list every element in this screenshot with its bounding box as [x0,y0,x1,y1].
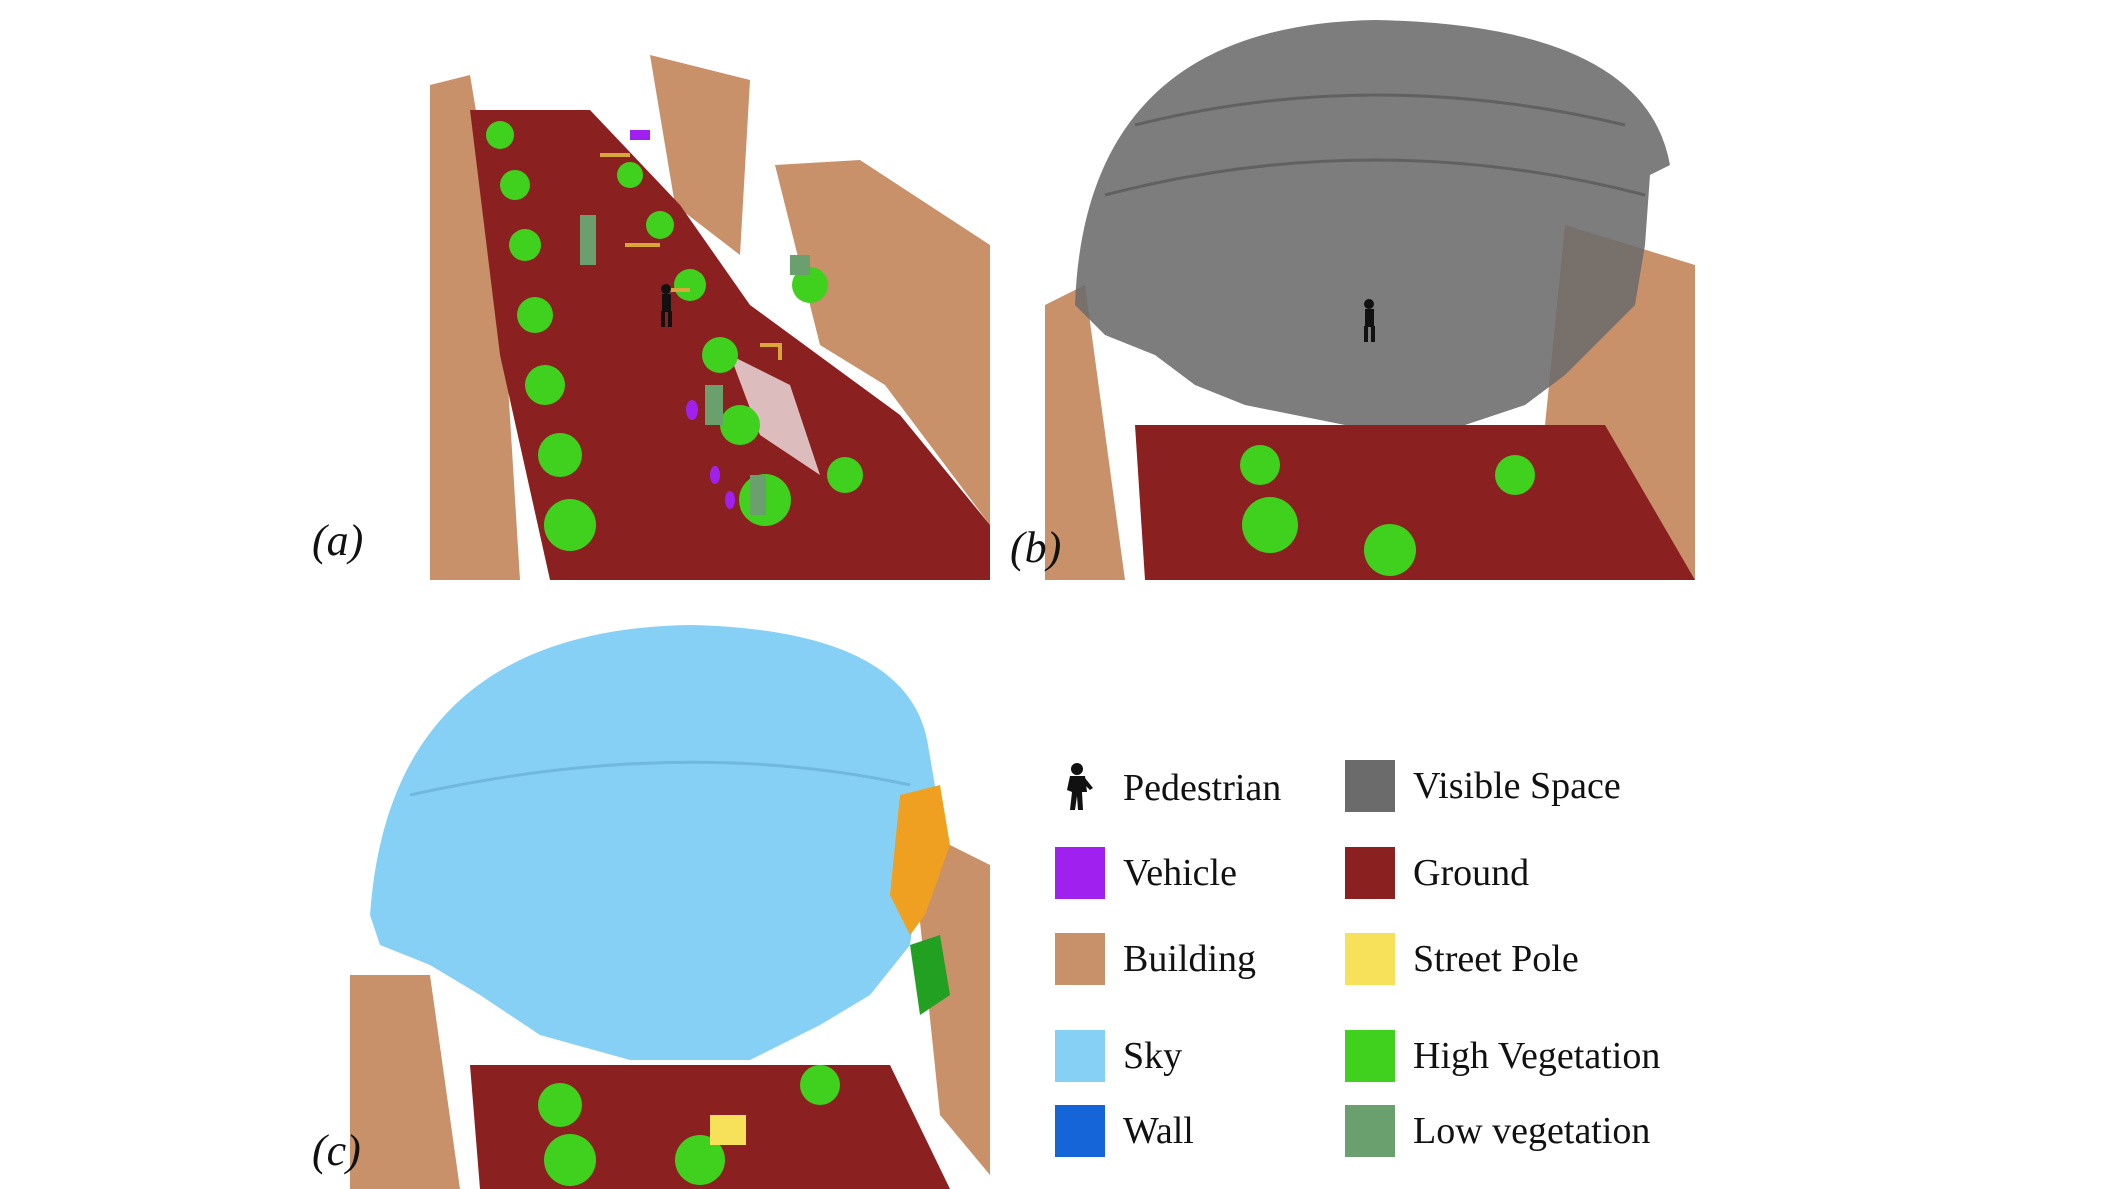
high-vegetation-swatch [1345,1030,1395,1082]
legend-label-street-pole: Street Pole [1413,938,1579,980]
legend-item-visible-space: Visible Space [1345,760,1621,812]
legend-label-visible-space: Visible Space [1413,765,1621,807]
legend-item-high-vegetation: High Vegetation [1345,1030,1660,1082]
wall-swatch [1055,1105,1105,1157]
legend-item-building: Building [1055,933,1256,985]
legend-label-wall: Wall [1123,1110,1194,1152]
pedestrian-icon [1055,762,1105,814]
legend-label-vehicle: Vehicle [1123,852,1237,894]
legend-item-ground: Ground [1345,847,1529,899]
scene-c-image [350,615,990,1189]
legend-item-street-pole: Street Pole [1345,933,1579,985]
legend-label-sky: Sky [1123,1035,1183,1077]
panel-label-b: (b) [1010,523,1062,572]
visible-space-swatch [1345,760,1395,812]
ground-swatch [1345,847,1395,899]
legend-item-low-vegetation: Low vegetation [1345,1105,1650,1157]
legend-label-pedestrian: Pedestrian [1123,767,1282,809]
legend-label-ground: Ground [1413,852,1530,894]
legend-item-vehicle: Vehicle [1055,847,1237,899]
building-swatch [1055,933,1105,985]
legend-item-wall: Wall [1055,1105,1194,1157]
legend-item-pedestrian: Pedestrian [1055,762,1281,814]
panel-label-a: (a) [312,516,364,565]
low-vegetation-swatch [1345,1105,1395,1157]
scene-b-image [1045,5,1695,580]
legend-label-building: Building [1123,938,1257,980]
legend-label-low-vegetation: Low vegetation [1413,1110,1651,1152]
sky-swatch [1055,1030,1105,1082]
vehicle-swatch [1055,847,1105,899]
legend-item-sky: Sky [1055,1030,1182,1082]
legend-label-high-vegetation: High Vegetation [1413,1035,1661,1077]
street-pole-swatch [1345,933,1395,985]
panel-label-c: (c) [312,1126,361,1175]
scene-a-image [430,55,990,580]
